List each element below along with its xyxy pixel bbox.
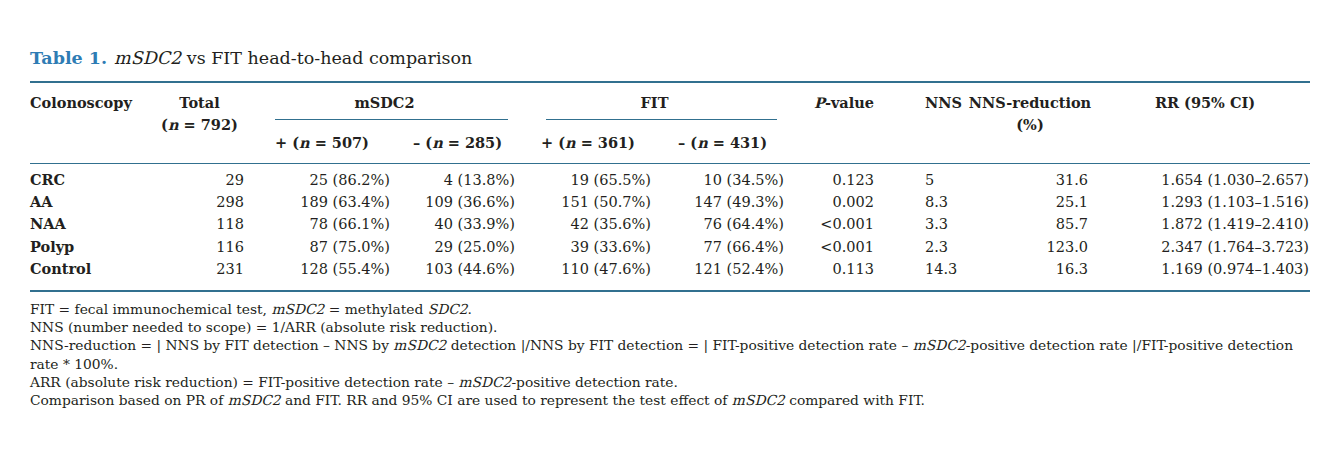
cell-fit_neg: 121 (52.4%) [656,258,789,291]
fit-spanner-rule-cell [520,114,789,126]
cell-total: 231 [150,258,249,291]
cell-msdc2_neg: 40 (33.9%) [395,213,520,235]
cell-total: 118 [150,213,249,235]
msdc2-spanner-rule-cell [249,114,520,126]
cell-rr: 1.169 (0.974–1.403) [1100,258,1310,291]
cell-fit_pos: 110 (47.6%) [520,258,656,291]
table-title-text: mSDC2 vs FIT head-to-head comparison [114,48,472,68]
cell-total: 116 [150,236,249,258]
cell-nns_reduction: 85.7 [960,213,1100,235]
cell-msdc2_pos: 87 (75.0%) [249,236,395,258]
cell-fit_neg: 76 (64.4%) [656,213,789,235]
table-row: NAA11878 (66.1%)40 (33.9%)42 (35.6%)76 (… [30,213,1310,235]
cell-fit_pos: 42 (35.6%) [520,213,656,235]
subheader-msdc2-positive: + (n = 507) [249,126,395,164]
footnote-5: Comparison based on PR of mSDC2 and FIT.… [30,391,1312,409]
header-nns-reduction-line1: NNS-reduction [960,92,1100,114]
cell-p: <0.001 [789,213,879,235]
cell-nns_reduction: 25.1 [960,191,1100,213]
header-total-line1: Total [150,92,249,114]
cell-msdc2_pos: 25 (86.2%) [249,164,395,192]
table-row: Control231128 (55.4%)103 (44.6%)110 (47.… [30,258,1310,291]
footnote-1: FIT = fecal immunochemical test, mSDC2 =… [30,300,1312,318]
header-nns: NNS [879,82,960,164]
cell-label: NAA [30,213,150,235]
cell-rr: 1.293 (1.103–1.516) [1100,191,1310,213]
cell-label: Polyp [30,236,150,258]
cell-total: 298 [150,191,249,213]
cell-rr: 2.347 (1.764–3.723) [1100,236,1310,258]
header-rr: RR (95% CI) [1100,82,1310,164]
header-p-value: P-value [789,82,879,164]
table-footnotes: FIT = fecal immunochemical test, mSDC2 =… [30,300,1312,409]
cell-p: 0.002 [789,191,879,213]
header-group-fit: FIT [520,82,789,114]
cell-nns_reduction: 31.6 [960,164,1100,192]
cell-msdc2_pos: 189 (63.4%) [249,191,395,213]
subheader-fit-positive: + (n = 361) [520,126,656,164]
page: Table 1. mSDC2 vs FIT head-to-head compar… [0,0,1330,462]
cell-fit_pos: 19 (65.5%) [520,164,656,192]
cell-fit_neg: 77 (66.4%) [656,236,789,258]
cell-fit_neg: 147 (49.3%) [656,191,789,213]
header-group-msdc2: mSDC2 [249,82,520,114]
header-row-groups: Colonoscopy Total (n = 792) mSDC2 FIT P-… [30,82,1310,114]
cell-nns: 8.3 [879,191,960,213]
header-colonoscopy: Colonoscopy [30,82,150,164]
fit-spanner-rule [546,114,777,120]
cell-msdc2_neg: 109 (36.6%) [395,191,520,213]
header-total: Total (n = 792) [150,82,249,164]
cell-fit_pos: 39 (33.6%) [520,236,656,258]
cell-rr: 1.872 (1.419–2.410) [1100,213,1310,235]
footnote-2: NNS (number needed to scope) = 1/ARR (ab… [30,318,1312,336]
cell-p: 0.123 [789,164,879,192]
cell-fit_pos: 151 (50.7%) [520,191,656,213]
cell-nns: 2.3 [879,236,960,258]
cell-nns: 14.3 [879,258,960,291]
msdc2-spanner-rule [275,114,508,120]
cell-nns: 5 [879,164,960,192]
table-row: Polyp11687 (75.0%)29 (25.0%)39 (33.6%)77… [30,236,1310,258]
header-nns-reduction: NNS-reduction (%) [960,82,1100,164]
cell-total: 29 [150,164,249,192]
comparison-table: Colonoscopy Total (n = 792) mSDC2 FIT P-… [30,81,1310,292]
header-nns-reduction-line2: (%) [960,114,1100,136]
cell-msdc2_neg: 103 (44.6%) [395,258,520,291]
footnote-4: ARR (absolute risk reduction) = FIT-posi… [30,373,1312,391]
cell-p: 0.113 [789,258,879,291]
cell-fit_neg: 10 (34.5%) [656,164,789,192]
table-row: AA298189 (63.4%)109 (36.6%)151 (50.7%)14… [30,191,1310,213]
cell-label: Control [30,258,150,291]
cell-nns_reduction: 123.0 [960,236,1100,258]
table-header: Colonoscopy Total (n = 792) mSDC2 FIT P-… [30,82,1310,164]
table-title: Table 1. mSDC2 vs FIT head-to-head compar… [30,46,1310,70]
cell-msdc2_pos: 78 (66.1%) [249,213,395,235]
table-number-label: Table 1. [30,48,107,68]
cell-msdc2_neg: 29 (25.0%) [395,236,520,258]
header-total-line2: (n = 792) [150,114,249,136]
cell-label: CRC [30,164,150,192]
table-row: CRC2925 (86.2%)4 (13.8%)19 (65.5%)10 (34… [30,164,1310,192]
cell-rr: 1.654 (1.030–2.657) [1100,164,1310,192]
cell-msdc2_pos: 128 (55.4%) [249,258,395,291]
cell-msdc2_neg: 4 (13.8%) [395,164,520,192]
footnote-3: NNS-reduction = | NNS by FIT detection –… [30,336,1312,372]
cell-label: AA [30,191,150,213]
cell-nns: 3.3 [879,213,960,235]
subheader-msdc2-negative: – (n = 285) [395,126,520,164]
cell-p: <0.001 [789,236,879,258]
subheader-fit-negative: – (n = 431) [656,126,789,164]
table-block: Table 1. mSDC2 vs FIT head-to-head compar… [0,0,1330,409]
table-body: CRC2925 (86.2%)4 (13.8%)19 (65.5%)10 (34… [30,164,1310,292]
cell-nns_reduction: 16.3 [960,258,1100,291]
